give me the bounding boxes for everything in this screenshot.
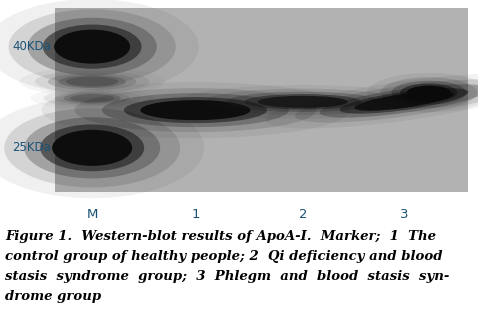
Text: stasis  syndrome  group;  3  Phlegm  and  blood  stasis  syn-: stasis syndrome group; 3 Phlegm and bloo… bbox=[5, 270, 449, 283]
Ellipse shape bbox=[407, 86, 451, 99]
Ellipse shape bbox=[0, 97, 204, 198]
Ellipse shape bbox=[40, 124, 144, 171]
Ellipse shape bbox=[52, 130, 132, 166]
Text: 2: 2 bbox=[299, 208, 307, 221]
Ellipse shape bbox=[66, 77, 118, 87]
Ellipse shape bbox=[75, 88, 316, 132]
Ellipse shape bbox=[124, 97, 267, 123]
Ellipse shape bbox=[204, 89, 402, 115]
Bar bbox=[55, 8, 468, 192]
Ellipse shape bbox=[355, 91, 454, 111]
Ellipse shape bbox=[55, 91, 130, 105]
Ellipse shape bbox=[367, 73, 478, 112]
Ellipse shape bbox=[380, 77, 477, 108]
Text: 25KDa: 25KDa bbox=[12, 141, 51, 154]
Ellipse shape bbox=[48, 73, 136, 90]
Text: drome group: drome group bbox=[5, 290, 101, 303]
Ellipse shape bbox=[400, 83, 457, 102]
Text: 3: 3 bbox=[400, 208, 408, 221]
Ellipse shape bbox=[24, 117, 160, 179]
Ellipse shape bbox=[226, 92, 380, 112]
Ellipse shape bbox=[20, 68, 165, 95]
Ellipse shape bbox=[31, 87, 154, 109]
Ellipse shape bbox=[58, 75, 126, 88]
Ellipse shape bbox=[295, 79, 478, 123]
Ellipse shape bbox=[64, 93, 121, 104]
Text: Figure 1.  Western-blot results of ApoA-I.  Marker;  1  The: Figure 1. Western-blot results of ApoA-I… bbox=[5, 230, 436, 243]
Ellipse shape bbox=[43, 24, 141, 69]
Ellipse shape bbox=[4, 108, 180, 188]
Ellipse shape bbox=[35, 71, 149, 92]
Ellipse shape bbox=[70, 94, 114, 102]
Ellipse shape bbox=[244, 94, 361, 110]
Ellipse shape bbox=[339, 88, 468, 114]
Ellipse shape bbox=[265, 73, 478, 128]
Ellipse shape bbox=[177, 85, 429, 119]
Ellipse shape bbox=[391, 81, 466, 105]
Ellipse shape bbox=[0, 0, 198, 94]
Ellipse shape bbox=[141, 100, 250, 120]
Ellipse shape bbox=[42, 82, 349, 138]
Text: control group of healthy people; 2  Qi deficiency and blood: control group of healthy people; 2 Qi de… bbox=[5, 250, 443, 263]
Text: 40KDa: 40KDa bbox=[12, 40, 51, 53]
Text: 1: 1 bbox=[191, 208, 200, 221]
Text: M: M bbox=[87, 208, 98, 221]
Ellipse shape bbox=[28, 18, 157, 75]
Ellipse shape bbox=[102, 93, 289, 127]
Ellipse shape bbox=[9, 9, 176, 84]
Ellipse shape bbox=[258, 96, 348, 108]
Ellipse shape bbox=[44, 89, 141, 107]
Ellipse shape bbox=[54, 29, 130, 64]
Ellipse shape bbox=[320, 84, 478, 118]
